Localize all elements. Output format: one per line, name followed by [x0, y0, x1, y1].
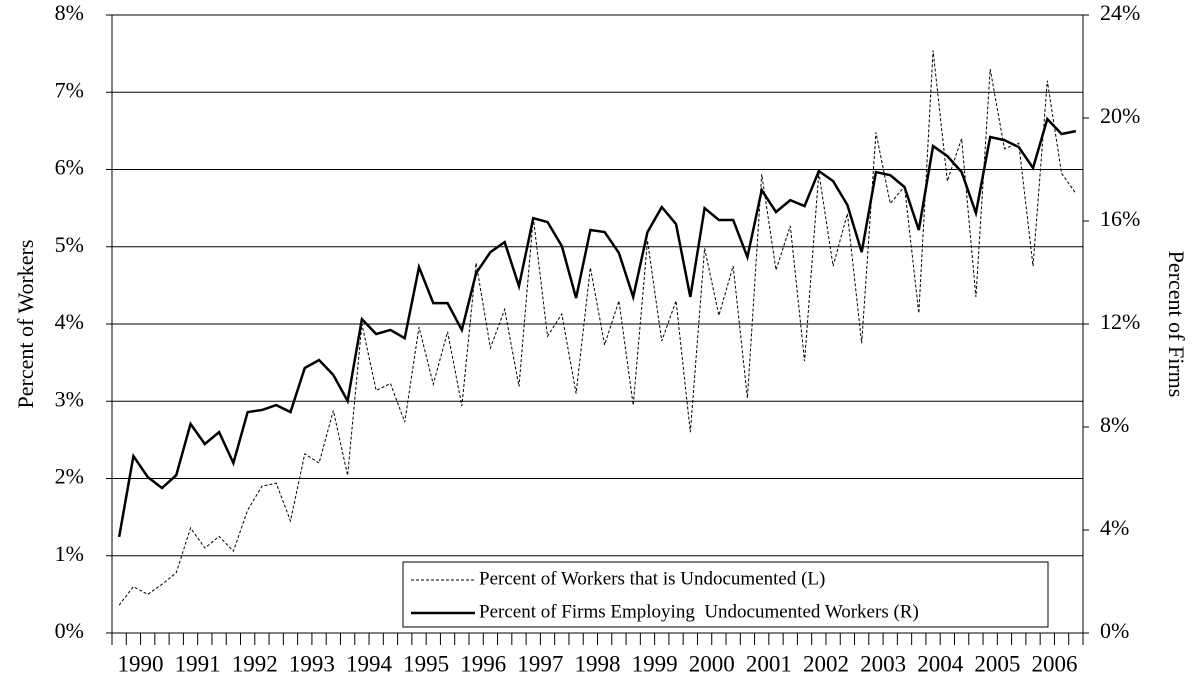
y-tick-label: 8% — [55, 0, 84, 25]
x-tick-label: 2006 — [1031, 651, 1077, 676]
y-tick-label: 1% — [55, 541, 84, 566]
x-tick-label: 1998 — [575, 651, 621, 676]
y2-tick-label: 8% — [1100, 412, 1129, 437]
x-tick-label: 1995 — [403, 651, 449, 676]
x-tick-label: 2003 — [860, 651, 906, 676]
x-tick-label: 1990 — [118, 651, 164, 676]
y2-tick-label: 24% — [1100, 0, 1140, 25]
y2-axis-title: Percent of Firms — [1164, 251, 1189, 398]
y-tick-label: 2% — [55, 464, 84, 489]
x-tick-label: 1999 — [632, 651, 678, 676]
y2-tick-label: 0% — [1100, 618, 1129, 643]
y-tick-label: 4% — [55, 309, 84, 334]
x-tick-label: 1993 — [289, 651, 335, 676]
y2-tick-label: 4% — [1100, 515, 1129, 540]
y-tick-label: 6% — [55, 155, 84, 180]
series-line — [118, 50, 1077, 606]
y2-tick-label: 20% — [1100, 103, 1140, 128]
x-tick-label: 2001 — [746, 651, 792, 676]
x-tick-label: 1994 — [346, 651, 393, 676]
y-tick-label: 7% — [55, 77, 84, 102]
x-tick-label: 2005 — [974, 651, 1020, 676]
y-tick-label: 5% — [55, 232, 84, 257]
y2-tick-label: 12% — [1100, 309, 1140, 334]
legend-box — [402, 561, 1049, 628]
x-tick-label: 1992 — [232, 651, 278, 676]
x-tick-label: 2004 — [917, 651, 964, 676]
y2-tick-label: 16% — [1100, 206, 1140, 231]
y-tick-label: 3% — [55, 386, 84, 411]
x-tick-label: 2002 — [803, 651, 849, 676]
x-tick-label: 1996 — [460, 651, 506, 676]
legend-label: Percent of Workers that is Undocumented … — [479, 568, 825, 589]
legend-label: Percent of Firms Employing Undocumented … — [479, 601, 919, 622]
x-tick-label: 2000 — [689, 651, 735, 676]
y-axis-title: Percent of Workers — [13, 240, 38, 409]
x-tick-label: 1991 — [175, 651, 221, 676]
y-tick-label: 0% — [55, 618, 84, 643]
series-line — [117, 116, 1077, 538]
x-tick-label: 1997 — [517, 651, 563, 676]
